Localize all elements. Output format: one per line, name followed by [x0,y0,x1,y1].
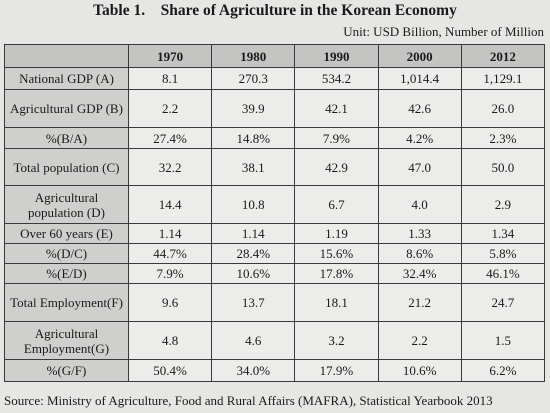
table-cell: 2.3% [460,127,546,149]
row-label: Over 60 years (E) [4,223,129,244]
table-cell: 21.2 [377,283,462,322]
table-cell: 13.7 [211,283,296,322]
table-cell: 8.1 [127,67,213,90]
table-cell: 4.6 [211,321,296,360]
table-cell: 1,129.1 [460,67,546,90]
table-cell: 34.0% [211,359,296,382]
table-cell: 8.6% [377,243,462,264]
table-cell: 3.2 [294,321,379,360]
table-cell: 1.19 [294,223,379,244]
table-cell: 4.0 [377,185,462,224]
table-cell: 17.9% [294,359,379,382]
table-cell: 46.1% [460,263,546,284]
table-row: Agricultural population (D) 14.4 10.8 6.… [4,185,546,224]
table-cell: 2.9 [460,185,546,224]
table-cell: 50.0 [460,148,546,186]
corner-cell [4,44,129,68]
table-row: Agricultural Employment(G) 4.8 4.6 3.2 2… [4,321,546,360]
table-cell: 15.6% [294,243,379,264]
table-cell: 27.4% [127,127,213,149]
row-label: %(D/C) [4,243,129,264]
table-cell: 6.7 [294,185,379,224]
row-label: %(E/D) [4,263,129,284]
table-cell: 534.2 [294,67,379,90]
table-cell: 6.2% [460,359,546,382]
table-cell: 1.34 [460,223,546,244]
column-header-1980: 1980 [211,44,296,68]
table-cell: 9.6 [127,283,213,322]
table-cell: 44.7% [127,243,213,264]
table-cell: 14.8% [211,127,296,149]
table-row: %(B/A) 27.4% 14.8% 7.9% 4.2% 2.3% [4,127,546,149]
table-cell: 1.14 [127,223,213,244]
table-cell: 28.4% [211,243,296,264]
table-cell: 270.3 [211,67,296,90]
table-cell: 2.2 [127,89,213,128]
table-title: Table 1. Share of Agriculture in the Kor… [93,2,457,19]
table-cell: 10.6% [377,359,462,382]
table-row: National GDP (A) 8.1 270.3 534.2 1,014.4… [4,67,546,90]
table-cell: 17.8% [294,263,379,284]
table-cell: 39.9 [211,89,296,128]
row-label: Agricultural Employment(G) [4,321,129,360]
table-cell: 24.7 [460,283,546,322]
column-header-2012: 2012 [460,44,546,68]
table-cell: 1.5 [460,321,546,360]
column-header-1970: 1970 [127,44,213,68]
source-note: Source: Ministry of Agriculture, Food an… [4,393,493,408]
row-label: Total population (C) [4,148,129,186]
table-cell: 1.33 [377,223,462,244]
row-label: %(G/F) [4,359,129,382]
header-row: 1970 1980 1990 2000 2012 [4,44,546,68]
agriculture-table: 1970 1980 1990 2000 2012 National GDP (A… [4,44,546,382]
table-cell: 50.4% [127,359,213,382]
table-cell: 1,014.4 [377,67,462,90]
table-cell: 7.9% [127,263,213,284]
table-row: Total population (C) 32.2 38.1 42.9 47.0… [4,148,546,186]
table-cell: 2.2 [377,321,462,360]
row-label: Agricultural population (D) [4,185,129,224]
table-cell: 4.8 [127,321,213,360]
table-row: %(D/C) 44.7% 28.4% 15.6% 8.6% 5.8% [4,243,546,264]
table-cell: 32.4% [377,263,462,284]
table-cell: 5.8% [460,243,546,264]
table-cell: 38.1 [211,148,296,186]
table-row: %(G/F) 50.4% 34.0% 17.9% 10.6% 6.2% [4,359,546,382]
table-cell: 42.6 [377,89,462,128]
table-cell: 32.2 [127,148,213,186]
table-row: Agricultural GDP (B) 2.2 39.9 42.1 42.6 … [4,89,546,128]
table-cell: 14.4 [127,185,213,224]
table-cell: 4.2% [377,127,462,149]
row-label: Total Employment(F) [4,283,129,322]
unit-note: Unit: USD Billion, Number of Million [343,24,544,39]
row-label: Agricultural GDP (B) [4,89,129,128]
table-cell: 7.9% [294,127,379,149]
table-cell: 42.9 [294,148,379,186]
table-cell: 47.0 [377,148,462,186]
table-cell: 10.8 [211,185,296,224]
row-label: National GDP (A) [4,67,129,90]
table-cell: 26.0 [460,89,546,128]
table-row: %(E/D) 7.9% 10.6% 17.8% 32.4% 46.1% [4,263,546,284]
column-header-1990: 1990 [294,44,379,68]
table-cell: 42.1 [294,89,379,128]
table-cell: 18.1 [294,283,379,322]
table-row: Total Employment(F) 9.6 13.7 18.1 21.2 2… [4,283,546,322]
row-label: %(B/A) [4,127,129,149]
table-cell: 1.14 [211,223,296,244]
column-header-2000: 2000 [377,44,462,68]
table-cell: 10.6% [211,263,296,284]
table-row: Over 60 years (E) 1.14 1.14 1.19 1.33 1.… [4,223,546,244]
